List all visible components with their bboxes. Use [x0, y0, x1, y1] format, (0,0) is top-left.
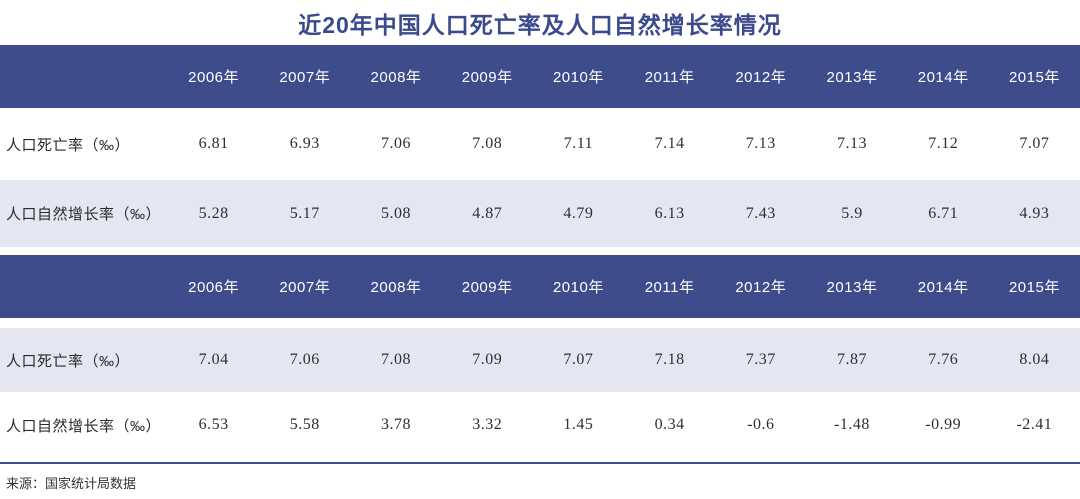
source-note: 来源：国家统计局数据	[6, 476, 137, 491]
value-cell: 7.12	[928, 135, 959, 152]
value-cell: 4.79	[563, 204, 594, 222]
value-cell: 7.18	[654, 351, 685, 368]
year-header-row-1: 2006年 2007年 2008年 2009年 2010年 2011年 2012年 2013年…	[0, 45, 1080, 108]
value-cell: 7.06	[380, 135, 411, 152]
footer-divider	[0, 462, 1080, 464]
year-cell: 2007年	[279, 279, 331, 296]
value-cell: 7.87	[836, 351, 867, 368]
value-cell: -0.99	[925, 416, 962, 433]
value-cell: 6.71	[928, 204, 959, 222]
year-cell: 2014年	[917, 279, 969, 296]
value-cell: 7.09	[472, 351, 503, 368]
year-cell: 2011年	[644, 279, 695, 296]
section-gap	[0, 247, 1080, 255]
value-cell: 8.04	[1019, 351, 1050, 368]
value-cell: -1.48	[834, 416, 870, 433]
growth-rate-row-1: 人口自然增长率（‰） 5.28 5.17 5.08 4.87 4.79 6.13 7.43 5…	[0, 180, 1080, 247]
value-cell: 7.43	[745, 204, 776, 222]
year-cell: 2015年	[1008, 69, 1060, 86]
value-cell: 6.53	[198, 416, 229, 433]
year-cell: 2013年	[826, 69, 878, 86]
year-cell: 2008年	[370, 69, 422, 86]
value-cell: 7.07	[563, 351, 594, 368]
value-cell: 7.04	[198, 351, 229, 368]
value-cell: 7.13	[836, 135, 867, 152]
row-label: 人口自然增长率（‰）	[6, 206, 162, 223]
value-cell: 7.37	[745, 351, 776, 368]
row-label: 人口自然增长率（‰）	[6, 417, 162, 435]
year-cell: 2007年	[279, 69, 331, 86]
row-label: 人口死亡率（‰）	[6, 352, 131, 370]
value-cell: 5.08	[380, 204, 411, 222]
value-cell: 7.76	[928, 351, 959, 368]
section-gap	[0, 318, 1080, 328]
year-cell: 2009年	[461, 279, 513, 296]
value-cell: 7.06	[289, 351, 320, 368]
value-cell: 6.93	[289, 135, 320, 152]
value-cell: 0.34	[654, 416, 685, 433]
year-cell: 2014年	[917, 69, 969, 86]
value-cell: 5.9	[841, 204, 863, 222]
value-cell: 3.32	[472, 416, 503, 433]
year-cell: 2012年	[735, 279, 787, 296]
year-cell: 2008年	[370, 279, 422, 296]
value-cell: 7.08	[472, 135, 503, 152]
value-cell: 7.11	[563, 135, 594, 152]
value-cell: 3.78	[380, 416, 411, 433]
value-cell: 6.13	[654, 204, 685, 222]
year-cell: 2010年	[552, 69, 604, 86]
year-cell: 2006年	[188, 279, 240, 296]
value-cell: -2.41	[1016, 416, 1053, 433]
growth-rate-row-2: 人口自然增长率（‰） 6.53 5.58 3.78 3.32 1.45 0.34 -0.6 -…	[0, 392, 1080, 458]
value-cell: 1.45	[563, 416, 594, 433]
value-cell: 7.14	[654, 135, 685, 152]
year-cell: 2011年	[644, 69, 695, 86]
value-cell: -0.6	[747, 416, 775, 433]
year-cell: 2010年	[552, 279, 604, 296]
year-cell: 2015年	[1008, 279, 1060, 296]
death-rate-row-1: 人口死亡率（‰） 6.81 6.93 7.06 7.08 7.11 7.14 7.13 7.1…	[0, 108, 1080, 180]
value-cell: 5.28	[198, 204, 229, 222]
year-cell: 2012年	[735, 69, 787, 86]
year-header-row-2: 2006年 2007年 2008年 2009年 2010年 2011年 2012年 2013年…	[0, 255, 1080, 318]
value-cell: 5.58	[289, 416, 320, 433]
value-cell: 7.07	[1019, 135, 1050, 152]
value-cell: 7.08	[380, 351, 411, 368]
value-cell: 6.81	[198, 135, 229, 152]
row-label: 人口死亡率（‰）	[6, 136, 131, 154]
value-cell: 7.13	[745, 135, 776, 152]
year-cell: 2006年	[188, 69, 240, 86]
year-cell: 2013年	[826, 279, 878, 296]
year-cell: 2009年	[461, 69, 513, 86]
chart-title: 近20年中国人口死亡率及人口自然增长率情况	[298, 11, 782, 38]
value-cell: 4.93	[1019, 204, 1050, 222]
death-rate-row-2: 人口死亡率（‰） 7.04 7.06 7.08 7.09 7.07 7.18 7.37 7.8…	[0, 328, 1080, 392]
value-cell: 4.87	[472, 204, 503, 222]
value-cell: 5.17	[289, 204, 320, 222]
